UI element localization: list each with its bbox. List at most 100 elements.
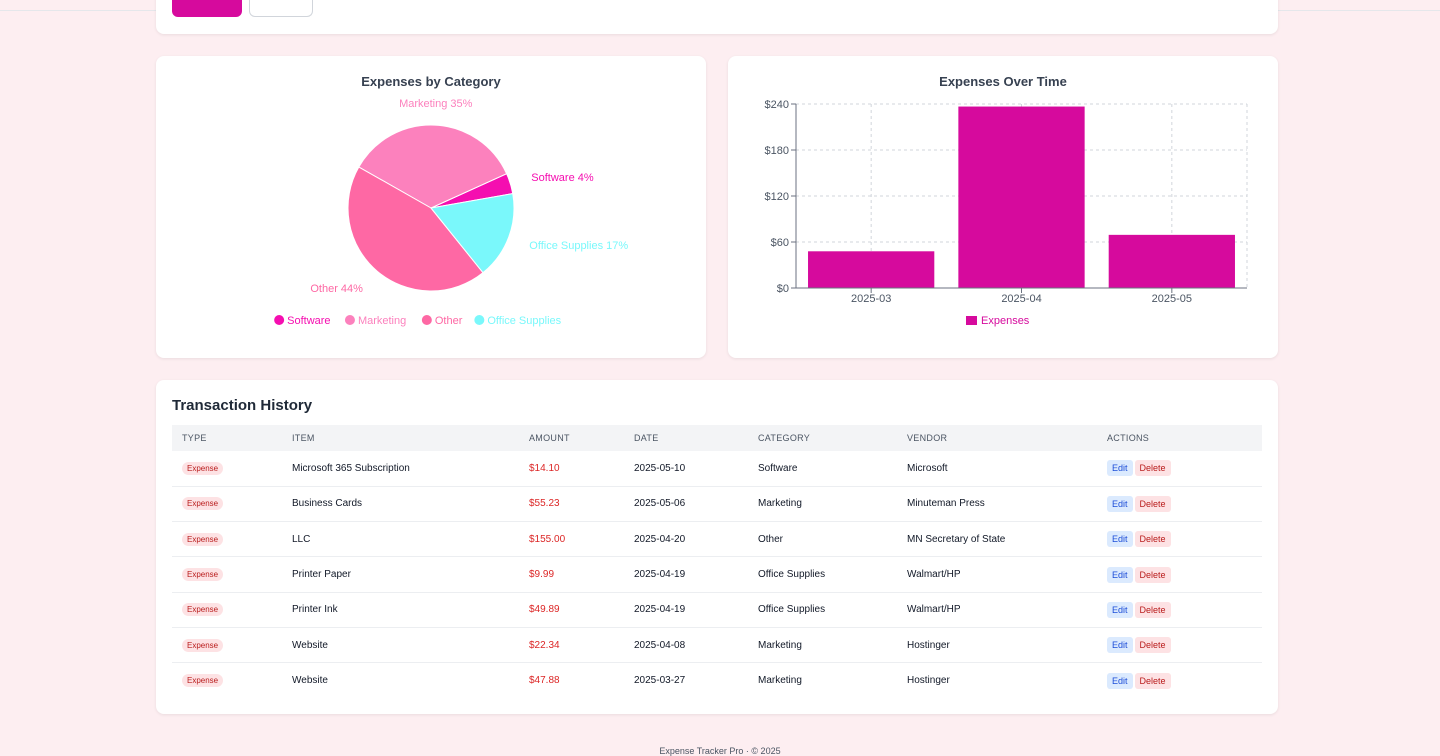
secondary-button-partial[interactable]	[249, 0, 313, 17]
table-row: Expense Microsoft 365 Subscription $14.10 2…	[172, 451, 1262, 487]
edit-button[interactable]: Edit	[1107, 672, 1133, 689]
delete-button[interactable]: Delete	[1134, 637, 1171, 654]
pie-chart: Software 4% Marketing 35% Other 44% Office …	[274, 98, 628, 327]
vendor-cell: Hostinger	[907, 675, 950, 687]
date-cell: 2025-05-10	[634, 462, 686, 474]
type-badge: Expense	[182, 638, 224, 652]
column-header-category: CATEGORY	[758, 433, 811, 443]
vendor-column: Minuteman Press	[897, 486, 1097, 523]
item-column: Printer Ink	[282, 592, 519, 628]
delete-button[interactable]: Delete	[1134, 566, 1171, 583]
vendor-column: Walmart/HP	[897, 592, 1097, 628]
actions-column: Edit Delete	[1097, 627, 1262, 664]
item-column: Website	[282, 663, 519, 698]
legend-label-expenses[interactable]: Expenses	[981, 315, 1030, 327]
type-badge: Expense	[182, 674, 224, 688]
date-column: 2025-04-08	[624, 627, 748, 664]
delete-button[interactable]: Delete	[1134, 672, 1171, 689]
legend-swatch-software[interactable]	[274, 315, 285, 325]
type-badge: Expense	[182, 461, 224, 475]
table-row: Expense Business Cards $55.23 2025-05-06 Mar…	[172, 486, 1262, 523]
type-badge: Expense	[182, 603, 224, 617]
amount-column: $55.23	[519, 486, 624, 523]
time-chart-title: Expenses Over Time	[939, 74, 1067, 89]
vendor-cell: MN Secretary of State	[907, 533, 1006, 545]
item-cell: Printer Ink	[292, 604, 338, 616]
actions-column: Edit Delete	[1097, 556, 1262, 593]
type-column: Expense	[172, 521, 282, 558]
pie-slice-office-supplies[interactable]	[430, 193, 515, 274]
column-header-type: TYPE	[182, 433, 207, 443]
transactions-table: TYPE ITEM AMOUNT DATE CATEGORY VENDOR AC…	[172, 425, 1262, 698]
category-column: Marketing	[748, 627, 897, 664]
table-row: Expense Printer Ink $49.89 2025-04-19 Office…	[172, 592, 1262, 628]
date-cell: 2025-04-08	[634, 639, 686, 651]
item-cell: Microsoft 365 Subscription	[292, 462, 410, 474]
delete-button[interactable]: Delete	[1134, 601, 1171, 618]
vendor-column: Hostinger	[897, 627, 1097, 664]
vendor-cell: Hostinger	[907, 639, 950, 651]
type-badge: Expense	[182, 497, 224, 511]
legend-swatch-marketing[interactable]	[344, 315, 355, 325]
legend-label-other[interactable]: Other	[435, 315, 463, 327]
bar-2025-03[interactable]	[808, 251, 935, 288]
top-card	[156, 0, 1278, 34]
type-badge: Expense	[182, 568, 224, 582]
category-column: Marketing	[748, 486, 897, 523]
legend-label-software[interactable]: Software	[287, 315, 330, 327]
type-badge: Expense	[182, 532, 224, 546]
transaction-history-title: Transaction History	[172, 397, 313, 414]
edit-button[interactable]: Edit	[1107, 495, 1133, 512]
category-cell: Other	[758, 533, 784, 545]
edit-button[interactable]: Edit	[1107, 531, 1133, 548]
amount-cell: $47.88	[529, 675, 560, 687]
table-row: Expense LLC $155.00 2025-04-20 Other MN Secre…	[172, 521, 1262, 558]
actions-column: Edit Delete	[1097, 486, 1262, 523]
type-column: Expense	[172, 556, 282, 593]
pie-slice-marketing[interactable]	[358, 124, 508, 209]
x-tick-label: 2025-04	[1001, 293, 1041, 305]
actions-column: Edit Delete	[1097, 663, 1262, 698]
legend-swatch-other[interactable]	[421, 315, 432, 325]
edit-button[interactable]: Edit	[1107, 601, 1133, 618]
edit-button[interactable]: Edit	[1107, 460, 1133, 477]
legend-swatch-office-supplies[interactable]	[474, 315, 485, 325]
date-column: 2025-05-06	[624, 486, 748, 523]
vendor-cell: Microsoft	[907, 462, 948, 474]
x-tick-label: 2025-05	[1152, 293, 1192, 305]
y-tick-label: $60	[771, 237, 789, 249]
primary-button-partial[interactable]	[172, 0, 242, 17]
category-cell: Office Supplies	[758, 604, 826, 616]
type-column: Expense	[172, 486, 282, 523]
amount-column: $9.99	[519, 556, 624, 593]
date-cell: 2025-05-06	[634, 498, 686, 510]
amount-column: $22.34	[519, 627, 624, 664]
edit-button[interactable]: Edit	[1107, 566, 1133, 583]
time-chart-card: Expenses Over Time $0 $60 $120 $180 $240 2025…	[728, 56, 1278, 358]
date-column: 2025-04-20	[624, 521, 748, 558]
pie-slice-other[interactable]	[347, 166, 484, 292]
delete-button[interactable]: Delete	[1134, 495, 1171, 512]
vendor-cell: Walmart/HP	[907, 604, 961, 616]
item-cell: Website	[292, 639, 328, 651]
delete-button[interactable]: Delete	[1134, 531, 1171, 548]
actions-column: Edit Delete	[1097, 451, 1262, 487]
pie-label-other: Other 44%	[310, 283, 363, 295]
legend-label-marketing[interactable]: Marketing	[358, 315, 406, 327]
edit-button[interactable]: Edit	[1107, 637, 1133, 654]
date-column: 2025-04-19	[624, 556, 748, 593]
column-header-actions: ACTIONS	[1107, 433, 1150, 443]
amount-cell: $14.10	[529, 462, 560, 474]
delete-button[interactable]: Delete	[1134, 460, 1171, 477]
actions-column: Edit Delete	[1097, 592, 1262, 628]
bar-2025-05[interactable]	[1108, 234, 1235, 288]
legend-label-office-supplies[interactable]: Office Supplies	[487, 315, 561, 327]
table-row: Expense Website $47.88 2025-03-27 Marketing H…	[172, 663, 1262, 698]
transaction-history-card: Transaction History TYPE ITEM AMOUNT DAT…	[156, 380, 1278, 714]
date-cell: 2025-04-19	[634, 569, 686, 581]
item-cell: LLC	[292, 533, 311, 545]
amount-column: $47.88	[519, 663, 624, 698]
legend-swatch-expenses[interactable]	[966, 316, 977, 325]
pie-label-software: Software 4%	[531, 172, 594, 184]
bar-2025-04[interactable]	[958, 106, 1085, 288]
